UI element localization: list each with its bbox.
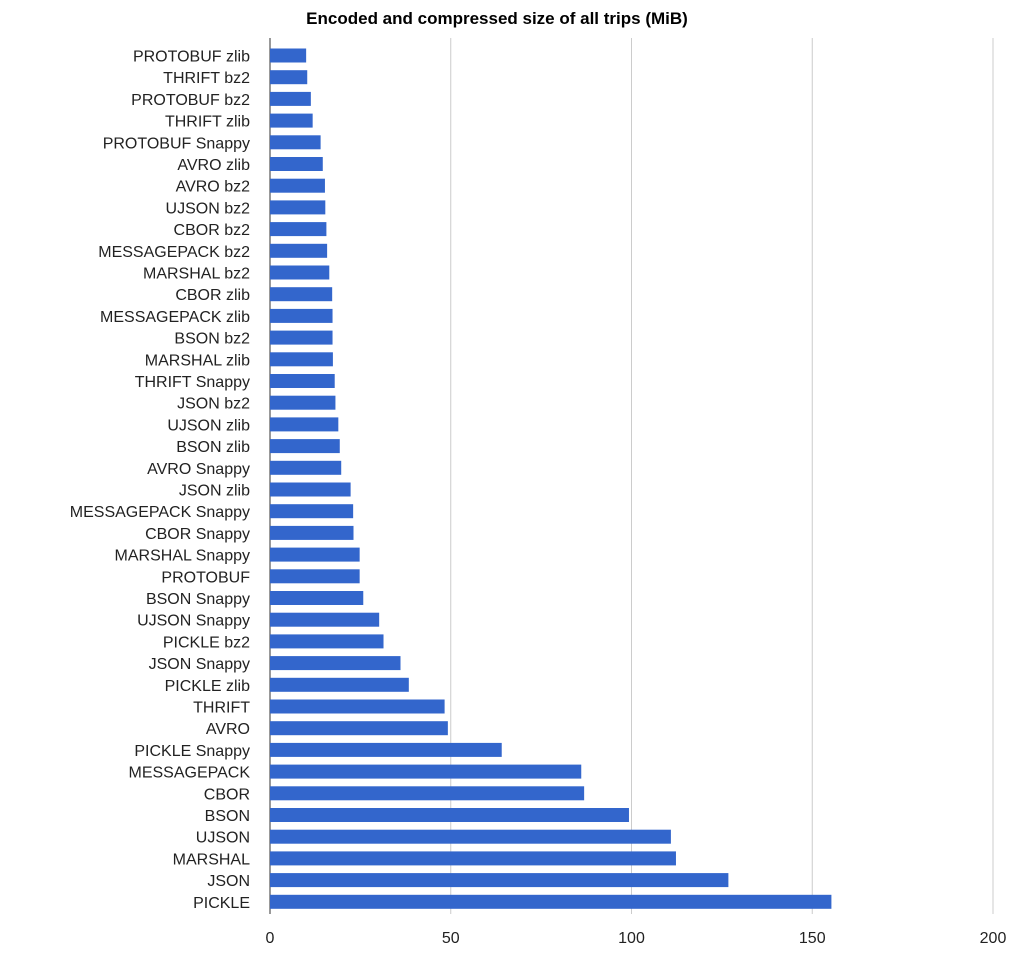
- category-label: BSON Snappy: [146, 591, 250, 608]
- category-label: CBOR zlib: [175, 287, 250, 304]
- bar: [270, 721, 448, 736]
- bar: [270, 70, 308, 85]
- bars: [270, 48, 832, 909]
- bar: [270, 287, 333, 302]
- bar: [270, 656, 401, 671]
- bar: [270, 135, 321, 150]
- category-label: MESSAGEPACK bz2: [98, 244, 250, 261]
- category-label: CBOR: [204, 786, 250, 803]
- category-label: JSON Snappy: [149, 656, 250, 673]
- category-label: MESSAGEPACK Snappy: [70, 504, 250, 521]
- x-tick-label: 200: [980, 930, 1007, 947]
- category-label: JSON: [207, 873, 250, 890]
- category-label: PICKLE bz2: [163, 634, 250, 651]
- x-tick-label: 0: [266, 930, 275, 947]
- category-label: MARSHAL: [173, 851, 250, 868]
- bar: [270, 352, 333, 367]
- category-label: UJSON bz2: [166, 200, 251, 217]
- gridlines: [269, 38, 994, 914]
- category-label: JSON zlib: [179, 483, 250, 500]
- bar: [270, 829, 671, 844]
- bar: [270, 547, 360, 562]
- bar: [270, 634, 384, 649]
- bar: [270, 157, 323, 171]
- bar: [270, 265, 330, 280]
- bar: [270, 308, 333, 323]
- category-label: THRIFT zlib: [165, 114, 250, 131]
- category-label: AVRO bz2: [176, 179, 251, 196]
- category-label: THRIFT: [193, 700, 250, 717]
- category-label: PROTOBUF: [161, 569, 250, 586]
- category-label: MESSAGEPACK zlib: [100, 309, 250, 326]
- bar: [270, 612, 380, 627]
- category-label: MARSHAL Snappy: [115, 548, 250, 565]
- category-label: PROTOBUF Snappy: [103, 135, 250, 152]
- bar: [270, 873, 729, 888]
- bar: [270, 48, 307, 63]
- category-label: BSON bz2: [174, 331, 250, 348]
- category-label: THRIFT Snappy: [135, 374, 250, 391]
- category-label: UJSON zlib: [167, 417, 250, 434]
- x-axis-ticks: 0 50 100 150 200: [266, 930, 1007, 947]
- category-label: PROTOBUF bz2: [131, 92, 250, 109]
- category-label: AVRO zlib: [177, 157, 250, 174]
- category-label: UJSON: [196, 830, 250, 847]
- bar: [270, 591, 364, 605]
- category-label: PROTOBUF zlib: [133, 49, 250, 66]
- chart-title: Encoded and compressed size of all trips…: [306, 9, 688, 28]
- x-tick-label: 50: [442, 930, 460, 947]
- bar: [270, 178, 325, 193]
- bar: [270, 569, 360, 584]
- bar: [270, 808, 629, 822]
- bar: [270, 200, 326, 215]
- bar: [270, 243, 328, 258]
- x-tick-label: 100: [618, 930, 645, 947]
- bar: [270, 742, 502, 757]
- category-label: MARSHAL zlib: [145, 352, 250, 369]
- bar: [270, 113, 313, 128]
- bar: [270, 439, 340, 454]
- category-label: UJSON Snappy: [137, 613, 250, 630]
- x-tick-label: 150: [799, 930, 826, 947]
- bar: [270, 482, 351, 497]
- category-label: JSON bz2: [177, 396, 250, 413]
- category-label: THRIFT bz2: [163, 70, 250, 87]
- category-label: MESSAGEPACK: [128, 765, 250, 782]
- bar: [270, 677, 409, 692]
- category-label: PICKLE: [193, 895, 250, 912]
- bar: [270, 894, 832, 909]
- bar: [270, 786, 585, 801]
- category-label: PICKLE Snappy: [134, 743, 250, 760]
- bar: [270, 330, 333, 345]
- bar: [270, 764, 582, 779]
- category-label: BSON: [205, 808, 250, 825]
- bar: [270, 91, 311, 106]
- category-label: BSON zlib: [176, 439, 250, 456]
- category-label: CBOR bz2: [174, 222, 251, 239]
- category-label: AVRO Snappy: [147, 461, 250, 478]
- bar: [270, 525, 354, 540]
- category-label: CBOR Snappy: [145, 526, 250, 543]
- bar: [270, 504, 354, 519]
- category-label: PICKLE zlib: [165, 678, 250, 695]
- bar: [270, 460, 342, 475]
- bar: [270, 395, 336, 410]
- bar: [270, 374, 335, 388]
- category-labels: PROTOBUF zlib THRIFT bz2 PROTOBUF bz2 THRIF…: [70, 49, 251, 912]
- bar: [270, 417, 339, 432]
- bar: [270, 851, 676, 866]
- bar: [270, 699, 445, 714]
- category-label: AVRO: [206, 721, 250, 738]
- bar: [270, 222, 327, 237]
- category-label: MARSHAL bz2: [143, 266, 250, 283]
